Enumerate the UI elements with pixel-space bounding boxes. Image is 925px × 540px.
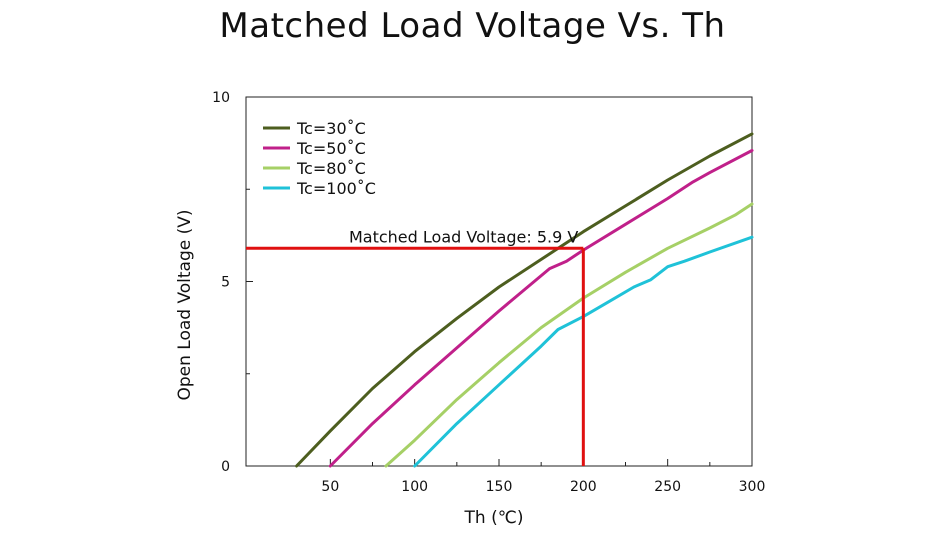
x-tick-label: 50 bbox=[321, 479, 339, 495]
axis-ticks: 50 100 150 200 250 300 0 5 10 bbox=[212, 90, 765, 495]
x-tick-label: 300 bbox=[739, 479, 766, 495]
y-axis-label: Open Load Voltage (V) bbox=[175, 209, 195, 400]
y-tick-label: 5 bbox=[221, 275, 230, 291]
annotation-label: Matched Load Voltage: 5.9 V bbox=[349, 227, 578, 246]
x-tick-label: 200 bbox=[570, 479, 597, 495]
legend: Tc=30˚CTc=50˚CTc=80˚CTc=100˚C bbox=[263, 119, 376, 198]
legend-entry: Tc=80˚C bbox=[296, 159, 366, 178]
legend-entry: Tc=50˚C bbox=[296, 139, 366, 158]
annotation: Matched Load Voltage: 5.9 V bbox=[246, 227, 583, 466]
series-line-2 bbox=[330, 151, 752, 467]
legend-entry: Tc=30˚C bbox=[296, 119, 366, 138]
x-axis-label: Th (℃) bbox=[464, 508, 524, 528]
x-tick-label: 250 bbox=[654, 479, 681, 495]
x-tick-label: 150 bbox=[486, 479, 513, 495]
legend-entry: Tc=100˚C bbox=[296, 179, 376, 198]
y-tick-label: 0 bbox=[221, 459, 230, 475]
y-tick-label: 10 bbox=[212, 90, 230, 106]
x-tick-label: 100 bbox=[401, 479, 428, 495]
